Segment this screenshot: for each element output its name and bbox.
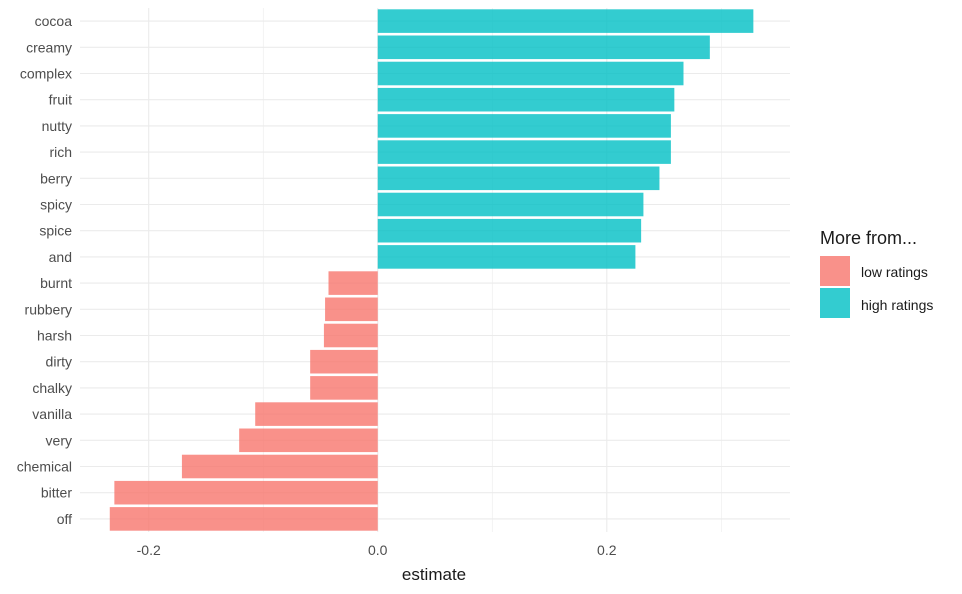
- y-tick-label-fruit: fruit: [49, 92, 72, 108]
- x-tick-label-0-0: 0.0: [368, 542, 388, 558]
- bar-vanilla: [255, 402, 378, 426]
- y-tick-label-creamy: creamy: [26, 39, 72, 55]
- y-tick-label-spicy: spicy: [40, 197, 72, 213]
- y-tick-label-berry: berry: [40, 170, 72, 186]
- y-tick-label-bitter: bitter: [41, 485, 72, 501]
- legend-label-low-ratings: low ratings: [861, 264, 928, 280]
- bar-harsh: [323, 323, 378, 348]
- y-tick-label-dirty: dirty: [46, 354, 72, 370]
- y-tick-label-chemical: chemical: [17, 459, 72, 475]
- bar-off: [109, 507, 378, 531]
- bar-cocoa: [377, 9, 754, 33]
- bar-complex: [377, 61, 684, 86]
- x-axis-title: estimate: [402, 565, 466, 584]
- grid-lines: [80, 8, 790, 532]
- y-tick-label-very: very: [46, 432, 72, 448]
- legend: More from... low ratings high ratings: [820, 228, 933, 318]
- legend-key-high-ratings: [820, 288, 850, 318]
- bar-spice: [377, 218, 642, 243]
- bar-bitter: [114, 480, 378, 505]
- bar-rubbery: [325, 297, 378, 322]
- y-tick-label-chalky: chalky: [32, 380, 72, 396]
- y-tick-label-complex: complex: [20, 66, 72, 82]
- x-tick-label--0-2: -0.2: [137, 542, 161, 558]
- bars: [109, 9, 754, 531]
- x-axis-tick-labels: -0.2 0.0 0.2: [137, 542, 617, 558]
- y-tick-label-cocoa: cocoa: [35, 13, 73, 29]
- bar-chemical: [181, 454, 378, 479]
- bar-rich: [377, 140, 671, 164]
- bar-nutty: [377, 114, 671, 138]
- y-tick-label-off: off: [57, 511, 72, 527]
- bar-spicy: [377, 192, 644, 217]
- legend-key-low-ratings: [820, 256, 850, 286]
- bar-creamy: [377, 35, 710, 60]
- y-tick-label-burnt: burnt: [40, 275, 72, 291]
- bar-burnt: [328, 271, 378, 295]
- bar-chalky: [310, 376, 378, 400]
- y-axis-tick-labels: cocoa creamy complex fruit nutty rich berry spi…: [17, 13, 73, 527]
- y-tick-label-harsh: harsh: [37, 328, 72, 344]
- bar-berry: [377, 166, 660, 191]
- x-tick-label-0-2: 0.2: [597, 542, 617, 558]
- y-tick-label-spice: spice: [39, 223, 72, 239]
- y-tick-label-vanilla: vanilla: [32, 406, 72, 422]
- y-tick-label-rubbery: rubbery: [25, 301, 72, 317]
- bar-very: [239, 428, 378, 453]
- legend-label-high-ratings: high ratings: [861, 297, 933, 313]
- y-tick-label-rich: rich: [49, 144, 72, 160]
- bar-fruit: [377, 87, 675, 112]
- bar-and: [377, 245, 636, 269]
- bar-dirty: [310, 349, 378, 374]
- legend-title: More from...: [820, 228, 917, 248]
- y-tick-label-nutty: nutty: [42, 118, 72, 134]
- y-tick-label-and: and: [49, 249, 72, 265]
